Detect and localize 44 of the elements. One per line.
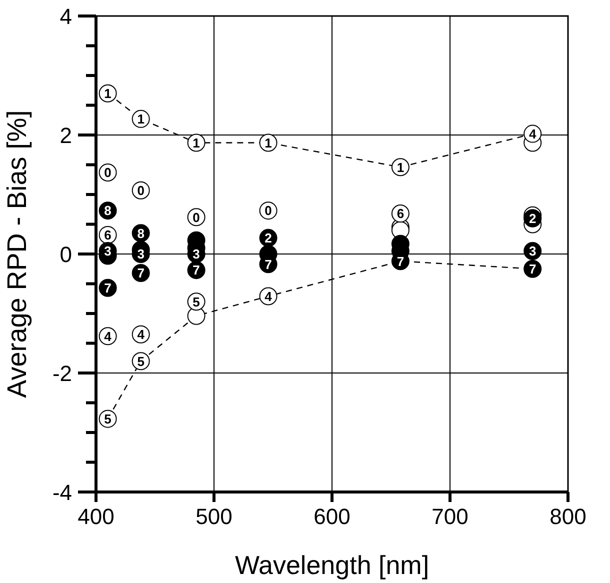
series-label: 5 [104,411,112,426]
text: 2 [264,230,272,246]
text: 0 [192,210,200,225]
x-tick-label: 800 [550,504,586,529]
series-label: 2 [528,210,536,226]
text: 1 [104,86,112,102]
text: 8 [104,203,112,218]
y-axis-title: Average RPD - Bias [%] [2,110,32,398]
text: 7 [137,266,144,281]
y-tick-label: -4 [52,480,72,505]
series-label: 7 [528,262,536,277]
series-label: 8 [137,226,144,241]
text: 3 [192,246,200,262]
text: 1 [137,112,144,127]
text: 3 [137,246,144,262]
text: 5 [192,294,200,310]
text: 7 [396,254,404,269]
text: 1 [396,160,404,175]
series-label: 0 [104,165,112,180]
x-tick-label: 600 [314,504,350,529]
text: 7 [192,262,200,278]
y-tick-label: -2 [52,360,72,386]
legend-label: 3 [104,244,112,259]
text: 5 [137,354,144,369]
text: 6 [396,206,404,222]
x-axis-title: Wavelength [nm] [234,550,430,580]
y-tick-label: 4 [60,4,72,29]
text: 0 [137,183,144,198]
text: 3 [528,244,536,259]
x-tick-label: 500 [196,504,232,529]
x-tick-label: 700 [432,504,468,529]
x-tick-label: 400 [78,504,114,529]
text: 4 [528,126,536,142]
text: 1 [264,135,272,150]
text: 4 [104,328,112,344]
text: 4 [264,288,272,304]
text: 7 [104,280,112,296]
text: 0 [264,203,272,218]
series-label: 1 [192,135,200,150]
series-label: 6 [104,228,112,243]
text: 7 [264,256,272,272]
series-label: 4 [137,327,146,342]
y-tick-label: 0 [60,242,72,267]
y-tick-label: 2 [60,122,72,148]
